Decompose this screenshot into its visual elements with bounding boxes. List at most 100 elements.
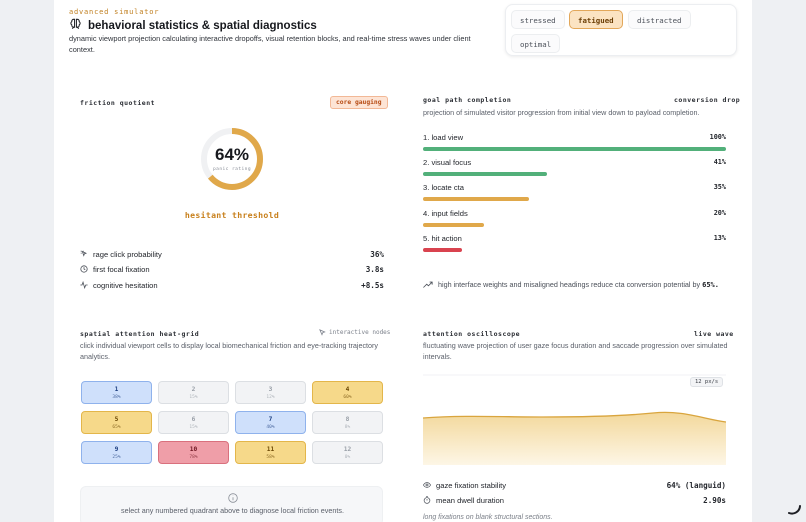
grid-cell-9[interactable]: 9 25% [81,441,152,464]
mood-option-fatigued[interactable]: fatigued [569,10,623,29]
loading-spinner-icon [788,505,801,515]
step-value: 100% [709,133,726,141]
cell-percent: 12% [266,395,275,400]
friction-card-label: friction quotient [80,99,156,107]
grid-cell-2[interactable]: 2 15% [158,381,229,404]
metric-rage-click: rage click probability 36% [80,248,384,260]
step-value: 20% [713,209,726,217]
cell-number: 12 [343,446,352,453]
panic-ring-gauge [201,128,263,190]
cell-number: 6 [191,416,196,423]
cell-percent: 58% [266,455,275,460]
mood-option-optimal[interactable]: optimal [511,34,561,53]
cell-percent: 25% [112,455,121,460]
heat-grid-label: spatial attention heat-grid [80,330,200,338]
page-subtitle: dynamic viewport projection calculating … [69,34,471,54]
mood-option-stressed[interactable]: stressed [511,10,565,29]
cell-percent: 38% [112,395,121,400]
mood-option-distracted[interactable]: distracted [628,10,691,29]
grid-cell-10[interactable]: 10 78% [158,441,229,464]
metric-value: 2.90s [703,495,726,505]
info-icon [228,493,238,503]
step-label: 4. input fields [423,209,468,218]
ring-progress-arc [201,128,263,190]
mood-selector: stressed fatigued distracted optimal [505,4,737,56]
step-bar [423,172,548,176]
metric-gaze-stability: gaze fixation stability 64% (languid) [423,479,726,491]
conversion-note: high interface weights and misaligned he… [423,280,733,289]
goal-step: 4. input fields 20% [423,209,726,227]
metric-value: 3.8s [365,264,384,274]
eye-icon [423,482,431,488]
oscilloscope-label: attention oscilloscope [423,330,521,338]
ring-caption: panic rating [213,167,251,172]
page-title: behavioral statistics & spatial diagnost… [88,20,317,32]
metric-label: cognitive hesitation [93,280,158,290]
interactive-nodes-tag: interactive nodes [319,329,390,336]
metric-value: 36% [370,249,384,259]
cell-number: 11 [266,446,275,453]
goal-step: 2. visual focus 41% [423,158,726,176]
step-value: 13% [713,234,726,242]
step-bar [423,248,463,252]
metric-value: 64% (languid) [666,480,726,490]
grid-cell-11[interactable]: 11 58% [235,441,306,464]
goal-path-description: projection of simulated visitor progress… [423,108,700,117]
step-label: 3. locate cta [423,183,464,192]
cell-percent: 60% [343,395,352,400]
goal-step: 1. load view 100% [423,133,726,151]
cell-number: 7 [268,416,273,423]
cell-percent: 65% [112,425,121,430]
cell-number: 8 [345,416,350,423]
step-label: 5. hit action [423,234,462,243]
cell-number: 4 [345,386,350,393]
grid-cell-5[interactable]: 5 65% [81,411,152,434]
grid-cell-1[interactable]: 1 38% [81,381,152,404]
wave-area [423,412,726,465]
cell-percent: 15% [189,425,198,430]
goal-step: 3. locate cta 35% [423,183,726,201]
cell-number: 1 [114,386,119,393]
oscilloscope-description: fluctuating wave projection of user gaze… [423,341,728,361]
cell-number: 2 [191,386,196,393]
step-bar [423,197,530,201]
grid-cell-6[interactable]: 6 15% [158,411,229,434]
grid-cell-12[interactable]: 12 0% [312,441,383,464]
oscilloscope-footnote: long fixations on blank structural secti… [423,514,553,521]
grid-cell-8[interactable]: 8 8% [312,411,383,434]
grid-cell-3[interactable]: 3 12% [235,381,306,404]
metric-label: rage click probability [93,249,162,259]
metric-label: gaze fixation stability [436,480,507,490]
grid-cell-7[interactable]: 7 40% [235,411,306,434]
cell-number: 10 [189,446,198,453]
note-value: 65%. [702,280,719,289]
wave-line [423,411,726,423]
step-bar [423,147,726,151]
friction-value: 64% [214,145,250,164]
heat-grid-description: click individual viewport cells to displ… [80,341,379,361]
clock-icon [80,265,88,273]
eyebrow-label: advanced simulator [69,8,160,16]
cell-percent: 40% [266,425,275,430]
trend-up-icon [423,281,433,288]
step-label: 1. load view [423,133,464,142]
step-value: 35% [713,183,726,191]
cell-percent: 15% [189,395,198,400]
cursor-click-icon [80,250,88,257]
core-gauging-badge: core gauging [330,96,388,109]
metric-first-fixation: first focal fixation 3.8s [80,263,384,275]
cell-percent: 8% [344,425,351,430]
pointer-icon [319,329,326,336]
cell-percent: 0% [344,455,351,460]
grid-hint-text: select any numbered quadrant above to di… [121,506,344,515]
brain-icon [69,17,82,35]
conversion-drop-badge: conversion drop [674,96,741,104]
grid-hint-box: select any numbered quadrant above to di… [80,486,383,522]
step-bar [423,223,484,227]
cell-number: 3 [268,386,273,393]
grid-cell-4[interactable]: 4 60% [312,381,383,404]
tag-text: interactive nodes [329,329,391,336]
cell-number: 9 [114,446,119,453]
goal-path-label: goal path completion [423,96,512,104]
metric-label: mean dwell duration [436,495,504,505]
